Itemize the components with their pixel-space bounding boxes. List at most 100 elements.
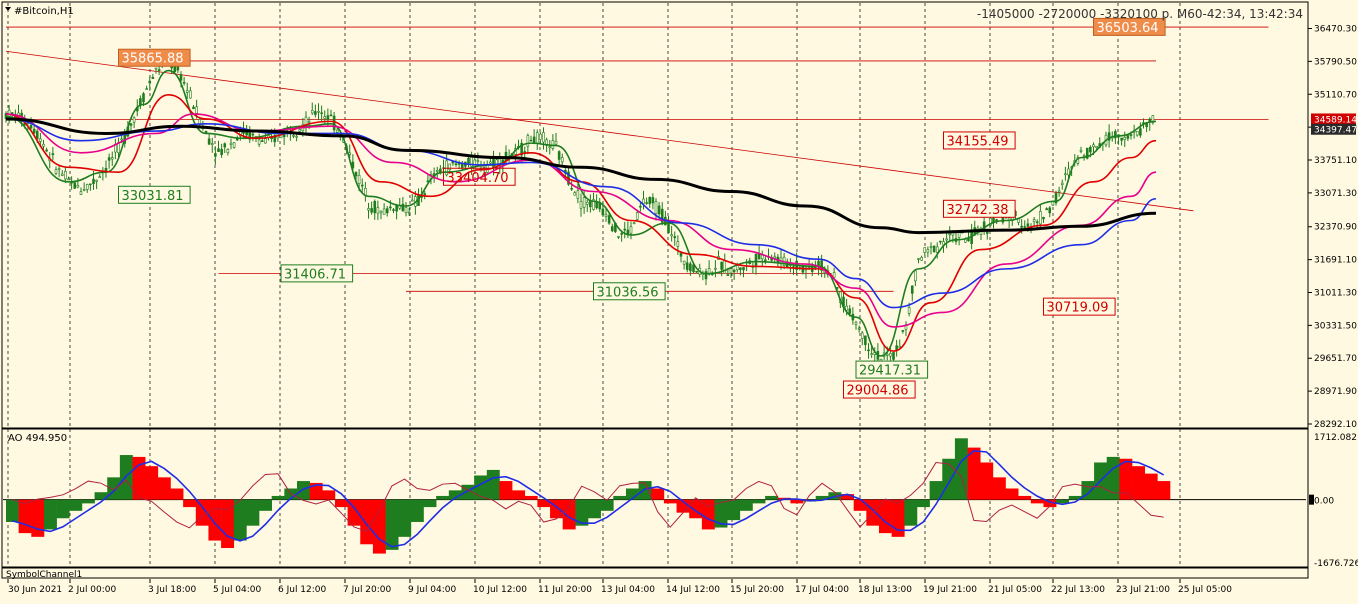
y-tick-label: 31011.30: [1314, 288, 1357, 298]
x-tick-label: 13 Jul 04:00: [601, 585, 655, 595]
dropdown-triangle-icon[interactable]: [5, 7, 11, 11]
ao-bar: [625, 488, 639, 500]
candle-body: [326, 115, 330, 121]
ao-bar: [448, 490, 462, 500]
candle-body: [192, 106, 195, 110]
candle-body: [435, 170, 439, 172]
svg-text:31406.71: 31406.71: [284, 267, 346, 282]
ao-bar: [322, 490, 336, 500]
candle-body: [354, 171, 358, 177]
svg-text:32742.38: 32742.38: [947, 203, 1009, 218]
candle-body: [295, 135, 298, 138]
candle-body: [901, 330, 905, 332]
candle-body: [73, 182, 77, 189]
candle-body: [51, 153, 55, 156]
candle-body: [573, 192, 577, 196]
ao-bar: [815, 495, 829, 500]
candle-body: [645, 202, 648, 204]
candle-body: [639, 205, 642, 208]
ao-bar: [474, 475, 488, 500]
candle-body: [623, 228, 627, 231]
candle-body: [985, 231, 989, 234]
moving-average-line: [5, 118, 1157, 309]
candle-body: [620, 233, 623, 235]
symbol-channel-frame: [1, 567, 1309, 579]
candle-body: [754, 253, 758, 267]
svg-text:29004.86: 29004.86: [847, 384, 909, 399]
moving-average-line: [5, 113, 1157, 328]
candle-body: [1057, 190, 1061, 193]
ao-bar: [1018, 495, 1032, 500]
candle-body: [548, 146, 552, 149]
candle-body: [889, 353, 892, 357]
level-label: 29004.86: [843, 380, 916, 399]
candle-body: [760, 254, 764, 260]
ao-bar: [613, 495, 627, 500]
ao-bar: [992, 477, 1006, 500]
ao-bar: [600, 499, 614, 511]
candle-body: [401, 203, 405, 212]
candle-body: [529, 139, 533, 142]
candle-body: [648, 197, 652, 205]
ao-bar: [588, 499, 601, 519]
candle-body: [732, 269, 736, 273]
candle-body: [410, 199, 414, 202]
candle-body: [895, 345, 898, 350]
ao-bar: [1005, 488, 1019, 500]
candle-body: [914, 270, 917, 282]
x-tick-label: 10 Jul 12:00: [473, 585, 527, 595]
candle-body: [179, 74, 183, 81]
candle-body: [379, 210, 383, 214]
candle-body: [535, 132, 539, 144]
x-tick-label: 5 Jul 04:00: [213, 585, 262, 595]
candle-body: [376, 207, 380, 214]
candle-body: [635, 212, 639, 220]
ao-bar: [423, 499, 437, 508]
candle-body: [848, 308, 852, 314]
svg-text:29417.31: 29417.31: [859, 364, 921, 379]
y-tick-label: 31691.10: [1314, 256, 1357, 266]
ao-bar: [853, 499, 867, 511]
ao-bar: [1119, 458, 1133, 500]
svg-text:33031.81: 33031.81: [122, 189, 184, 204]
candle-body: [145, 88, 148, 90]
x-tick-label: 3 Jul 18:00: [148, 585, 197, 595]
candle-body: [307, 120, 311, 123]
candle-body: [679, 252, 683, 257]
candle-body: [832, 272, 836, 278]
candle-body: [82, 189, 86, 191]
candle-body: [1048, 207, 1052, 214]
ao-bar: [1132, 466, 1145, 500]
candle-body: [142, 93, 145, 103]
candle-body: [217, 148, 220, 152]
candle-body: [964, 239, 967, 243]
time-axis: 30 Jun 2021 2 Jul 00:00 3 Jul 18:00 5 Jul 0…: [7, 579, 1232, 595]
ao-pane-frame: [1, 428, 1309, 568]
candle-body: [617, 236, 620, 238]
candle-body: [370, 208, 373, 213]
ao-bar: [221, 499, 235, 548]
candle-body: [801, 266, 805, 273]
ao-bar: [6, 499, 19, 522]
candle-body: [367, 208, 370, 211]
ao-bar: [347, 499, 361, 526]
candle-body: [857, 327, 861, 330]
svg-text:31036.56: 31036.56: [597, 285, 659, 300]
candle-body: [907, 307, 911, 314]
candle-body: [1135, 131, 1139, 136]
candle-body: [845, 305, 848, 311]
candle-body: [132, 117, 136, 123]
ao-indicator: [3, 438, 1306, 554]
ao-bar: [372, 499, 386, 554]
candle-body: [89, 183, 92, 186]
ao-bar: [309, 482, 323, 500]
candle-body: [389, 206, 392, 209]
ao-bar: [663, 499, 677, 504]
x-tick-label: 15 Jul 20:00: [730, 585, 784, 595]
x-tick-label: 30 Jun 2021: [8, 585, 62, 595]
ao-bar: [904, 499, 918, 526]
ao-bar: [752, 499, 766, 504]
candle-body: [739, 267, 742, 270]
candle-body: [542, 132, 545, 143]
